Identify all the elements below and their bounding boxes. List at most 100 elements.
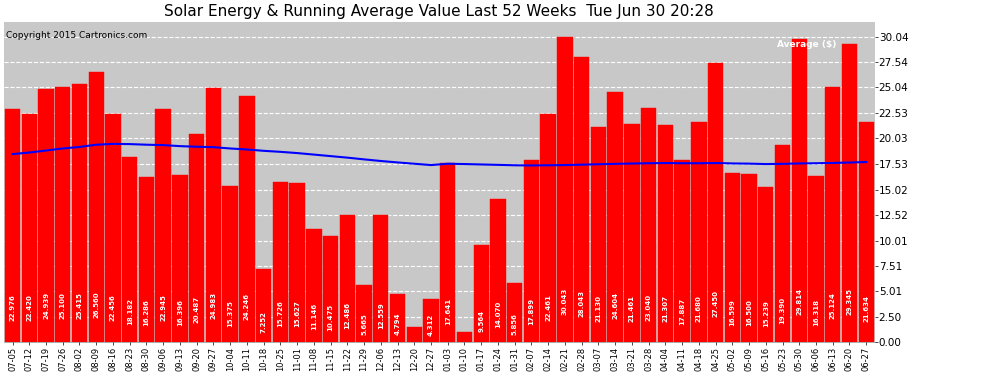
Text: 16.396: 16.396 bbox=[177, 299, 183, 326]
Bar bbox=[541, 114, 555, 342]
Text: 24.246: 24.246 bbox=[244, 292, 249, 320]
Bar bbox=[22, 114, 37, 342]
Text: 14.070: 14.070 bbox=[495, 301, 501, 328]
Bar bbox=[155, 109, 171, 342]
Bar bbox=[407, 327, 422, 342]
Text: 22.945: 22.945 bbox=[160, 294, 166, 321]
Bar bbox=[323, 236, 339, 342]
Text: 4.312: 4.312 bbox=[428, 314, 434, 336]
Text: 26.560: 26.560 bbox=[93, 291, 99, 318]
Text: 17.641: 17.641 bbox=[445, 298, 450, 325]
Bar bbox=[72, 84, 87, 342]
Text: 28.043: 28.043 bbox=[578, 290, 585, 316]
Text: 29.345: 29.345 bbox=[846, 288, 852, 315]
Bar bbox=[708, 63, 724, 342]
Bar bbox=[5, 108, 20, 342]
Text: 21.461: 21.461 bbox=[629, 295, 635, 322]
Text: 23.040: 23.040 bbox=[645, 294, 651, 321]
Text: 18.182: 18.182 bbox=[127, 297, 133, 324]
Bar bbox=[742, 174, 756, 342]
Text: 22.461: 22.461 bbox=[545, 294, 551, 321]
Bar bbox=[825, 87, 841, 342]
Bar bbox=[373, 214, 388, 342]
Bar bbox=[440, 163, 455, 342]
Bar bbox=[340, 215, 355, 342]
Bar bbox=[490, 199, 506, 342]
Bar bbox=[524, 160, 540, 342]
Bar bbox=[424, 298, 439, 342]
Text: 19.390: 19.390 bbox=[779, 297, 785, 324]
Text: 15.627: 15.627 bbox=[294, 300, 300, 327]
Text: 17.887: 17.887 bbox=[679, 298, 685, 325]
Bar bbox=[758, 187, 773, 342]
Text: 21.634: 21.634 bbox=[863, 295, 869, 322]
Text: 16.286: 16.286 bbox=[144, 299, 149, 326]
Bar bbox=[674, 160, 690, 342]
Text: 21.130: 21.130 bbox=[595, 295, 601, 322]
Bar bbox=[574, 57, 589, 342]
Bar bbox=[240, 96, 254, 342]
Bar bbox=[289, 183, 305, 342]
Bar bbox=[206, 88, 221, 342]
Bar bbox=[256, 268, 271, 342]
Bar bbox=[122, 157, 138, 342]
Text: 5.665: 5.665 bbox=[361, 313, 367, 335]
Text: 15.726: 15.726 bbox=[277, 300, 283, 327]
Text: 22.976: 22.976 bbox=[10, 294, 16, 321]
Bar bbox=[306, 229, 322, 342]
Bar bbox=[105, 114, 121, 342]
Bar bbox=[507, 283, 523, 342]
Text: 12.486: 12.486 bbox=[345, 302, 350, 329]
Bar bbox=[272, 182, 288, 342]
Text: 24.604: 24.604 bbox=[612, 292, 618, 320]
Bar bbox=[725, 173, 740, 342]
Text: 7.252: 7.252 bbox=[260, 312, 266, 333]
Bar bbox=[172, 176, 188, 342]
Text: 25.415: 25.415 bbox=[76, 292, 82, 319]
Bar bbox=[390, 294, 405, 342]
Bar bbox=[842, 44, 857, 342]
Text: 24.939: 24.939 bbox=[43, 292, 50, 319]
Text: 17.899: 17.899 bbox=[529, 298, 535, 325]
Bar bbox=[223, 186, 238, 342]
Text: 29.814: 29.814 bbox=[796, 288, 802, 315]
Text: 20.487: 20.487 bbox=[194, 296, 200, 322]
Bar bbox=[657, 126, 673, 342]
Text: 16.500: 16.500 bbox=[746, 299, 752, 326]
Text: 10.475: 10.475 bbox=[328, 304, 334, 331]
Bar bbox=[88, 72, 104, 342]
Bar bbox=[624, 124, 640, 342]
Text: 22.456: 22.456 bbox=[110, 294, 116, 321]
Text: 16.599: 16.599 bbox=[730, 299, 736, 326]
Bar bbox=[792, 39, 807, 342]
Title: Solar Energy & Running Average Value Last 52 Weeks  Tue Jun 30 20:28: Solar Energy & Running Average Value Las… bbox=[164, 4, 714, 19]
Text: 15.375: 15.375 bbox=[227, 300, 233, 327]
Bar bbox=[139, 177, 154, 342]
Text: 25.124: 25.124 bbox=[830, 292, 836, 319]
Text: 30.043: 30.043 bbox=[562, 288, 568, 315]
Text: 16.318: 16.318 bbox=[813, 299, 819, 326]
Text: 21.307: 21.307 bbox=[662, 295, 668, 322]
Text: 9.564: 9.564 bbox=[478, 309, 484, 332]
Bar bbox=[641, 108, 656, 342]
Bar bbox=[775, 145, 790, 342]
Text: 22.420: 22.420 bbox=[27, 294, 33, 321]
Text: 24.983: 24.983 bbox=[211, 292, 217, 319]
Bar bbox=[39, 88, 53, 342]
Text: 12.559: 12.559 bbox=[378, 302, 384, 329]
Bar bbox=[557, 36, 572, 342]
Text: Copyright 2015 Cartronics.com: Copyright 2015 Cartronics.com bbox=[6, 32, 148, 40]
Text: 27.450: 27.450 bbox=[713, 290, 719, 317]
Text: 21.680: 21.680 bbox=[696, 295, 702, 322]
Bar bbox=[691, 122, 707, 342]
Text: 25.100: 25.100 bbox=[59, 292, 65, 319]
Bar bbox=[356, 285, 372, 342]
Text: 15.239: 15.239 bbox=[762, 300, 769, 327]
Bar bbox=[808, 176, 824, 342]
Bar bbox=[608, 92, 623, 342]
Bar bbox=[858, 122, 874, 342]
Text: 4.794: 4.794 bbox=[395, 313, 401, 336]
Bar bbox=[473, 245, 489, 342]
Bar bbox=[591, 127, 606, 342]
Bar bbox=[456, 332, 472, 342]
